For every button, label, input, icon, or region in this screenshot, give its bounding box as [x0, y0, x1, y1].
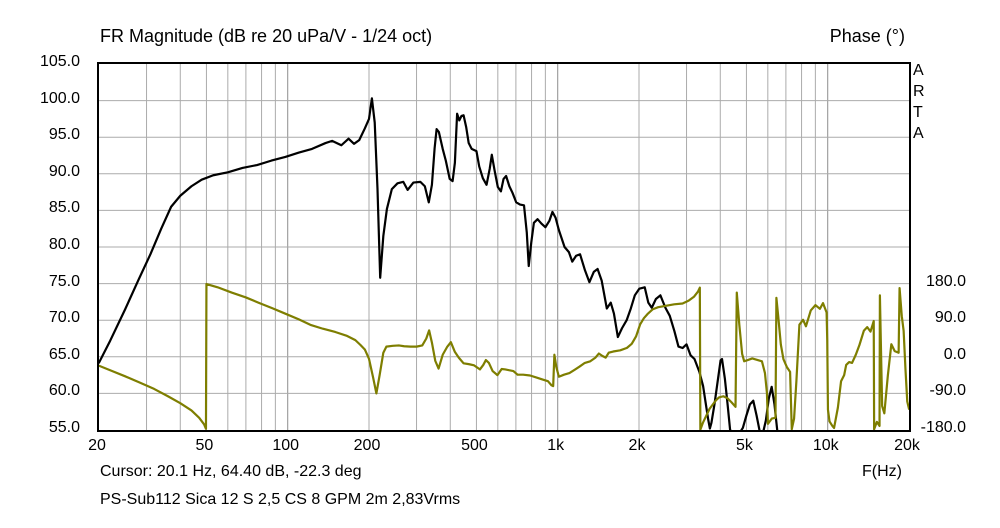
frequency-tick-label: 1k: [547, 437, 565, 454]
magnitude-tick-label: 95.0: [48, 126, 80, 144]
phase-tick-label: 180.0: [925, 272, 966, 290]
magnitude-curve: [99, 97, 779, 430]
frequency-tick-label: 20k: [894, 437, 920, 454]
magnitude-tick-label: 55.0: [48, 419, 80, 436]
plot-area[interactable]: [97, 62, 911, 432]
magnitude-tick-label: 70.0: [48, 309, 80, 327]
magnitude-tick-label: 105.0: [39, 53, 80, 70]
frequency-tick-label: 200: [353, 437, 381, 454]
fr-phase-chart: [99, 64, 909, 430]
arta-watermark-letter: R: [913, 83, 925, 100]
magnitude-tick-label: 65.0: [48, 345, 80, 363]
frequency-axis-title: F(Hz): [862, 463, 902, 480]
magnitude-tick-label: 75.0: [48, 272, 80, 290]
phase-curve: [99, 282, 909, 430]
frequency-tick-label: 5k: [735, 437, 753, 454]
phase-tick-label: 0.0: [943, 345, 966, 363]
magnitude-tick-label: 80.0: [48, 236, 80, 253]
phase-tick-label: -90.0: [929, 382, 966, 400]
arta-watermark-letter: A: [913, 62, 924, 79]
frequency-tick-label: 100: [272, 437, 300, 454]
arta-watermark-letter: T: [913, 104, 923, 121]
frequency-tick-label: 50: [195, 437, 214, 454]
chart-title: FR Magnitude (dB re 20 uPa/V - 1/24 oct): [100, 26, 433, 46]
phase-tick-label: 90.0: [934, 309, 966, 327]
arta-watermark-letter: A: [913, 125, 924, 142]
magnitude-tick-label: 90.0: [48, 162, 80, 180]
phase-tick-label: -180.0: [920, 419, 966, 436]
magnitude-tick-label: 85.0: [48, 199, 80, 217]
magnitude-tick-label: 100.0: [39, 89, 80, 107]
frequency-tick-label: 2k: [628, 437, 646, 454]
frequency-tick-label: 20: [88, 437, 106, 454]
measurement-description: PS-Sub112 Sica 12 S 2,5 CS 8 GPM 2m 2,83…: [100, 491, 461, 508]
phase-axis-title: Phase (°): [829, 26, 905, 46]
magnitude-tick-label: 60.0: [48, 382, 80, 400]
frequency-tick-label: 500: [461, 437, 488, 454]
frequency-tick-label: 10k: [812, 437, 839, 454]
cursor-readout: Cursor: 20.1 Hz, 64.40 dB, -22.3 deg: [100, 463, 362, 480]
